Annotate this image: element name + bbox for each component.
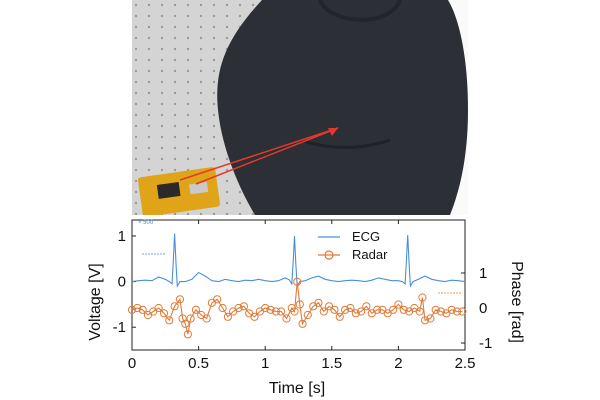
radar-data-point [447,305,456,314]
laser-arrow-icon [179,127,339,181]
radar-data-point [218,303,227,313]
radar-data-point [239,302,248,311]
radar-data-point [330,305,339,314]
x-tick-label: 0 [128,355,136,372]
radar-data-point [165,316,174,325]
radar-data-point [431,305,440,314]
radar-data-point [271,307,280,316]
radar-data-point [357,307,366,316]
radar-data-point [346,303,355,313]
radar-data-point [223,312,232,321]
radar-data-point [394,300,403,309]
radar-data-point [373,305,382,314]
radar-chip [156,181,181,199]
chart-legend: ECG Radar [318,229,388,262]
radar-data-point [261,303,270,313]
shirt-fold [299,138,391,149]
radar-data-point [314,298,323,307]
radar-data-point [159,309,169,318]
legend-radar-label: Radar [352,247,388,262]
x-tick-label: 1.5 [321,355,342,372]
radar-data-point [191,305,200,314]
x-tick-label: 2.5 [455,355,476,372]
radar-data-point [181,319,190,328]
radar-data-point [186,314,195,323]
radar-data-point [138,305,147,314]
shirt-collar [318,0,402,22]
radar-data-point [295,300,304,309]
radar-data-point [170,302,179,311]
legend-radar-marker [324,250,334,260]
radar-data-point [127,305,137,314]
chart-series [127,233,467,339]
radar-data-point [298,319,307,328]
plot-frame [131,219,466,351]
y-right-tick-label: 0 [479,300,487,317]
y-left-tick-label: -1 [113,319,126,336]
radar-data-point [452,307,462,316]
x-tick-label: 1 [261,355,269,372]
radar-data-point [426,314,435,323]
radar-data-point [202,314,211,323]
radar-data-point [399,305,408,314]
y-axis-left-title: Voltage [V] [87,263,104,340]
radar-data-point [420,316,430,325]
radar-data-point [154,303,163,313]
radar-data-point [362,302,371,311]
person-torso [217,0,468,215]
laser-arrow-icon [195,127,339,185]
radar-data-point [133,303,142,313]
radar-data-point [178,314,187,323]
radar-data-point [436,307,446,316]
radar-data-point [418,293,427,302]
radar-data-point [341,305,350,314]
arrowhead-icon [328,128,338,136]
scale-note: × 500 [138,220,154,226]
y-right-tick-label: 1 [479,265,487,282]
radar-data-point [293,277,302,286]
radar-data-point [303,310,312,320]
radar-connector [189,182,209,195]
radar-data-point [213,295,222,304]
chart-axes: 0 0.5 1 1.5 2 2.5 1 0 -1 1 0 -1 [113,219,492,372]
radar-data-point [250,312,259,321]
radar-data-point [277,307,286,316]
radar-data-point [175,295,185,304]
radar-data-point [290,307,299,316]
radar-data-point [234,303,243,313]
radar-data-point [335,312,344,321]
y-right-tick-label: -1 [479,335,492,352]
ecg-radar-chart: 0 0.5 1 1.5 2 2.5 1 0 -1 1 0 -1 × 500 Time [s] Volt… [87,219,525,397]
radar-data-point [183,330,192,339]
chart-labels: × 500 Time [s] Voltage [V] Phase [rad] [87,220,525,397]
x-axis-title: Time [s] [269,380,325,397]
radar-data-point [389,305,398,314]
series-line-radar [131,281,463,335]
legend-ecg-label: ECG [352,229,380,244]
y-left-tick-label: 0 [118,274,126,291]
y-left-tick-label: 1 [118,228,126,245]
x-tick-label: 0.5 [188,355,209,372]
radar-data-point [282,314,291,323]
radar-data-point [351,309,360,318]
x-tick-label: 2 [394,355,402,372]
radar-data-point [266,305,275,314]
radar-data-point [319,307,328,316]
series-line-ecg [131,233,466,288]
y-axis-right-title: Phase [rad] [508,261,525,343]
radar-data-point [415,307,424,316]
radar-data-point [458,307,467,316]
experiment-photo [132,0,468,215]
